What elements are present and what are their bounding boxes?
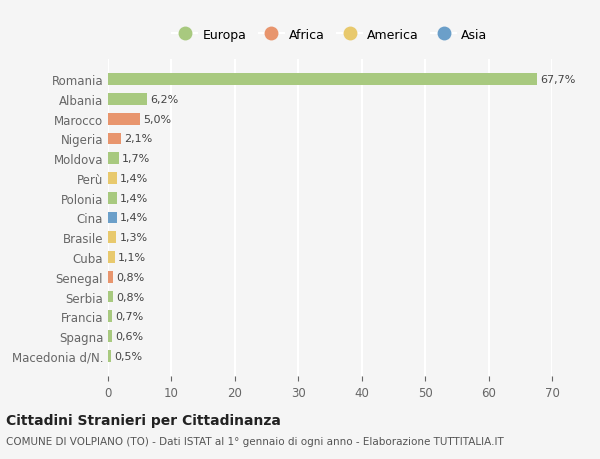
Bar — [108, 153, 119, 165]
Text: 1,1%: 1,1% — [118, 252, 146, 263]
Bar — [108, 192, 117, 204]
Text: 1,3%: 1,3% — [119, 233, 148, 243]
Text: 0,8%: 0,8% — [116, 292, 145, 302]
Bar — [108, 330, 112, 342]
Bar — [108, 291, 113, 303]
Bar — [108, 113, 140, 125]
Bar — [108, 94, 148, 106]
Bar — [108, 74, 538, 86]
Text: 0,8%: 0,8% — [116, 272, 145, 282]
Bar — [108, 350, 111, 362]
Bar — [108, 133, 121, 145]
Text: 0,7%: 0,7% — [116, 312, 144, 322]
Bar — [108, 252, 115, 263]
Text: 2,1%: 2,1% — [124, 134, 153, 144]
Text: 1,4%: 1,4% — [120, 193, 148, 203]
Text: 1,4%: 1,4% — [120, 174, 148, 184]
Text: 1,7%: 1,7% — [122, 154, 150, 164]
Text: COMUNE DI VOLPIANO (TO) - Dati ISTAT al 1° gennaio di ogni anno - Elaborazione T: COMUNE DI VOLPIANO (TO) - Dati ISTAT al … — [6, 436, 504, 446]
Text: Cittadini Stranieri per Cittadinanza: Cittadini Stranieri per Cittadinanza — [6, 413, 281, 427]
Legend: Europa, Africa, America, Asia: Europa, Africa, America, Asia — [169, 25, 491, 45]
Text: 67,7%: 67,7% — [541, 75, 576, 85]
Bar — [108, 173, 117, 185]
Bar — [108, 232, 116, 244]
Bar — [108, 212, 117, 224]
Text: 0,6%: 0,6% — [115, 331, 143, 341]
Text: 6,2%: 6,2% — [151, 95, 179, 105]
Bar — [108, 271, 113, 283]
Bar — [108, 311, 112, 323]
Text: 5,0%: 5,0% — [143, 114, 171, 124]
Text: 1,4%: 1,4% — [120, 213, 148, 223]
Text: 0,5%: 0,5% — [115, 351, 142, 361]
